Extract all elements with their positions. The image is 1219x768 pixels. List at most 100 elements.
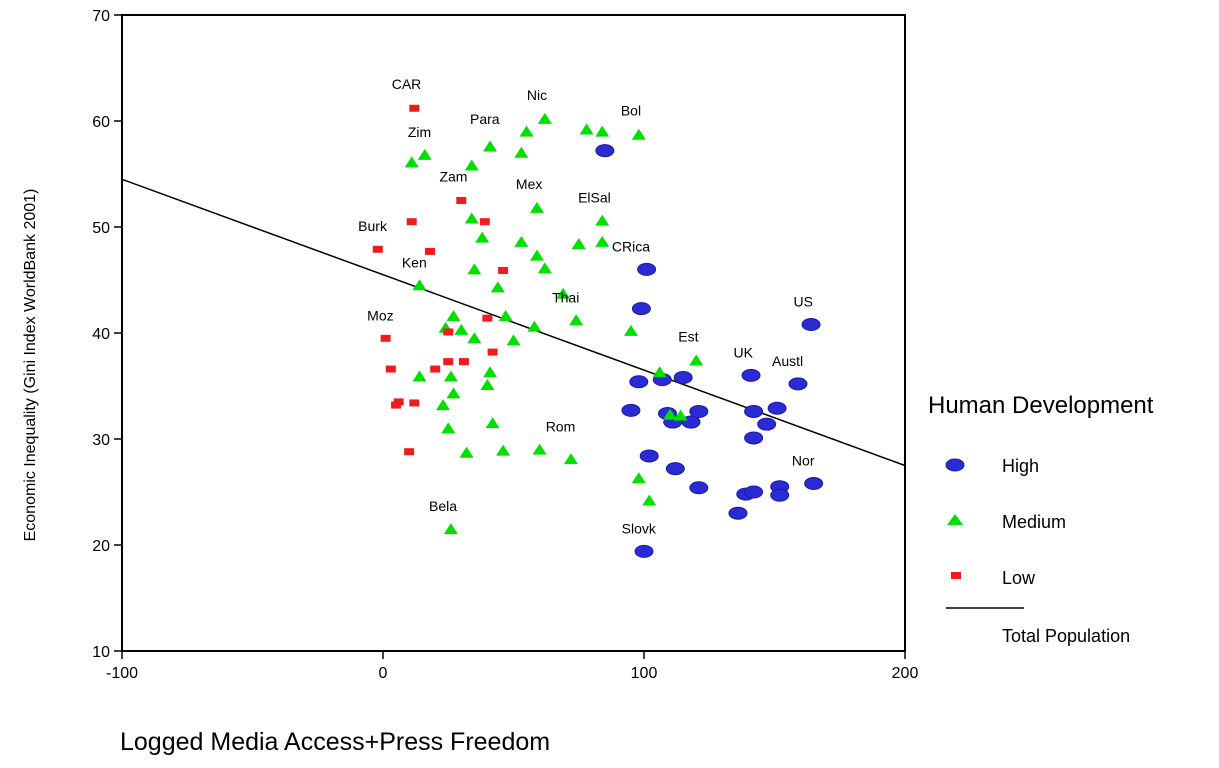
x-axis-title: Logged Media Access+Press Freedom [120, 728, 551, 756]
y-tick-label: 10 [92, 644, 110, 661]
point-medium [485, 417, 500, 429]
point-annotation: Bela [429, 498, 457, 514]
y-tick-label: 50 [92, 220, 110, 237]
point-low [380, 334, 391, 342]
point-medium [496, 444, 511, 456]
legend-item-high: High [944, 454, 1204, 480]
point-medium [595, 125, 610, 137]
point-medium [446, 310, 461, 322]
point-medium [673, 409, 688, 421]
point-high [767, 401, 787, 415]
point-high [689, 481, 709, 495]
point-medium [475, 231, 490, 243]
point-low [458, 358, 469, 366]
point-low [456, 197, 467, 204]
point-low [430, 365, 441, 373]
point-annotation: ElSal [578, 190, 611, 206]
regression-line-total-population [121, 178, 906, 467]
point-medium [443, 523, 458, 535]
point-low [443, 358, 454, 366]
y-axis-title: Economic Inequality (Gini Index WorldBan… [22, 189, 39, 542]
y-tick-label: 20 [92, 538, 110, 555]
point-high [741, 368, 761, 382]
point-medium [595, 214, 610, 226]
legend-label-medium: Medium [1002, 512, 1067, 532]
point-high [744, 485, 764, 499]
point-low [479, 218, 490, 226]
legend-item-total: Total Population [944, 602, 1204, 646]
legend-marker-low [951, 572, 961, 579]
point-high [665, 462, 685, 476]
point-medium [467, 332, 482, 344]
scatter-plot: CAR Nic Bol Para Zim Zam Mex ElSal Burk CRica Ken T… [22, 8, 919, 682]
legend-marker-medium [947, 514, 963, 525]
point-high [631, 302, 651, 316]
legend-item-low: Low [944, 566, 1204, 592]
point-low [443, 328, 454, 336]
point-high [629, 375, 649, 389]
point-annotation: Mex [516, 176, 542, 192]
point-low [424, 247, 435, 255]
point-medium [631, 128, 646, 140]
point-medium [571, 237, 586, 249]
point-medium [506, 334, 521, 346]
point-medium [623, 324, 638, 336]
point-medium [514, 146, 529, 158]
point-medium [537, 112, 552, 124]
legend-label-low: Low [1002, 568, 1036, 588]
point-medium [412, 279, 427, 291]
point-medium [459, 446, 474, 458]
point-high [788, 377, 808, 391]
x-tick-label: 200 [892, 665, 919, 682]
point-medium [483, 366, 498, 378]
point-high [757, 417, 777, 431]
point-high [804, 477, 824, 491]
point-medium [519, 125, 534, 137]
point-medium [652, 366, 667, 378]
point-medium [532, 443, 547, 455]
legend: Human Development High Medium Low Total … [928, 392, 1208, 662]
point-medium [527, 320, 542, 332]
point-medium [443, 370, 458, 382]
point-medium [689, 354, 704, 366]
x-tick-label: 0 [379, 665, 388, 682]
point-annotation: UK [733, 344, 753, 360]
point-annotation: Burk [358, 218, 388, 234]
point-medium [529, 201, 544, 213]
point-annotation: Rom [546, 419, 576, 435]
point-annotation: Nic [527, 87, 547, 103]
point-annotation: Ken [402, 254, 427, 270]
point-annotation: Bol [621, 103, 641, 119]
point-low [498, 266, 509, 274]
point-medium [663, 408, 678, 420]
point-medium [537, 262, 552, 274]
point-annotation: CAR [392, 76, 422, 92]
point-medium [404, 156, 419, 168]
point-medium [483, 140, 498, 152]
point-medium [569, 314, 584, 326]
point-medium [529, 249, 544, 261]
legend-item-medium: Medium [944, 510, 1204, 536]
point-low [372, 245, 383, 253]
point-low [406, 218, 417, 226]
y-tick-label: 60 [92, 114, 110, 131]
point-low [385, 365, 396, 373]
point-medium [446, 387, 461, 399]
point-annotation: Nor [792, 453, 815, 469]
point-high [744, 431, 764, 445]
point-annotation: CRica [612, 238, 650, 254]
point-medium [514, 235, 529, 247]
point-high [801, 318, 821, 332]
point-high [744, 404, 764, 418]
point-medium [467, 263, 482, 275]
point-medium [556, 287, 571, 299]
legend-label-high: High [1002, 456, 1040, 476]
y-tick-label: 30 [92, 432, 110, 449]
point-medium [579, 123, 594, 135]
point-low [404, 448, 415, 456]
plot-area [121, 14, 906, 652]
y-tick-label: 70 [92, 8, 110, 25]
point-low [409, 399, 420, 407]
point-annotation: Austl [772, 353, 803, 369]
legend-title: Human Development [928, 392, 1154, 419]
